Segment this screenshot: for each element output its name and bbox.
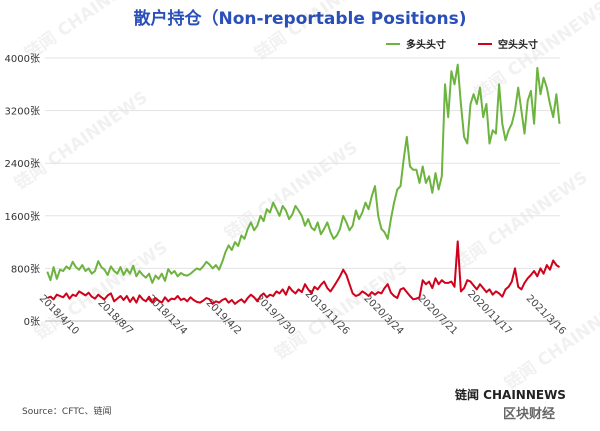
data-series <box>46 63 561 305</box>
short-position-line <box>46 240 561 305</box>
background-watermarks: 链闻 CHAINNEWS 链闻 CHAINNEWS 链闻 CHAINNEWS 链闻 C… <box>11 0 600 394</box>
y-tick-label: 800张 <box>11 263 40 275</box>
long-position-line <box>46 63 561 284</box>
watermark-text: 链闻 CHAINNEWS <box>11 87 152 194</box>
y-tick-label: 4000张 <box>5 53 40 65</box>
x-tick-label: 2018/8/7 <box>95 298 135 338</box>
x-tick-label: 2019/4/2 <box>204 298 244 338</box>
x-tick-label: 2020/7/21 <box>415 293 459 337</box>
brand-watermark: 链闻 CHAINNEWS <box>455 388 566 402</box>
y-tick-label: 2400张 <box>5 158 40 170</box>
watermark-text: 链闻 CHAINNEWS <box>451 167 592 274</box>
y-axis-tick-labels: 0张 800张 1600张 2400张 3200张 4000张 <box>5 53 40 328</box>
x-tick-label: 2020/11/17 <box>465 289 514 338</box>
legend-label: 空头头寸 <box>498 38 538 51</box>
y-tick-label: 1600张 <box>5 211 40 223</box>
app-watermark: 区块财经 <box>503 407 556 422</box>
source-note: Source：CFTC、链闻 <box>22 407 112 417</box>
legend: 多头头寸 空头头寸 <box>386 38 538 51</box>
legend-label: 多头头寸 <box>406 38 446 51</box>
watermark-text: 链闻 CHAINNEWS <box>251 0 392 64</box>
chart-title: 散户持仓（Non-reportable Positions) <box>133 9 467 29</box>
y-tick-label: 0张 <box>24 316 40 328</box>
x-tick-label: 2020/3/24 <box>361 293 405 337</box>
x-tick-label: 2019/7/30 <box>253 293 297 337</box>
watermark-text: 链闻 CHAINNEWS <box>21 0 162 64</box>
y-tick-label: 3200张 <box>5 106 40 118</box>
watermark-text: 链闻 CHAINNEWS <box>31 237 172 344</box>
watermark-text: 链闻 CHAINNEWS <box>501 287 600 394</box>
x-tick-label: 2021/3/16 <box>524 293 568 337</box>
